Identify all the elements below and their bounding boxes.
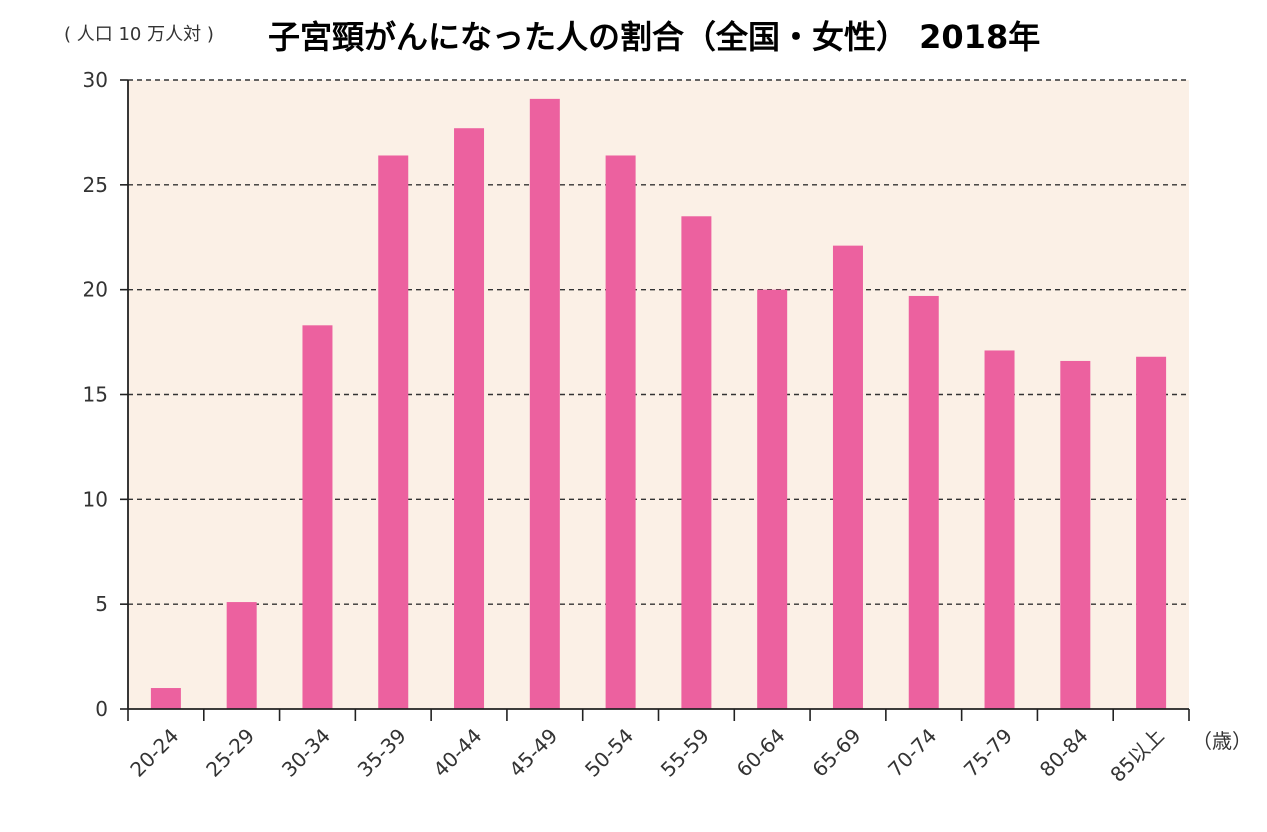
x-tick-label: 55-59 — [656, 724, 714, 782]
x-tick-label: 65-69 — [807, 724, 865, 782]
x-tick-label: 45-49 — [504, 724, 562, 782]
x-tick-label: 70-74 — [883, 724, 941, 782]
bar-65-69 — [832, 245, 863, 710]
bar-75-79 — [984, 350, 1015, 709]
x-tick-label: 20-24 — [125, 724, 183, 782]
chart-title: 子宮頸がんになった人の割合（全国・女性） 2018年 — [268, 18, 1040, 56]
y-tick-label: 5 — [95, 592, 108, 616]
x-tick-label: 30-34 — [277, 724, 335, 782]
x-tick-label: 50-54 — [580, 724, 638, 782]
x-tick-label: 25-29 — [201, 724, 259, 782]
bar-20-24 — [150, 688, 181, 709]
bars — [150, 98, 1167, 710]
bar-25-29 — [226, 602, 257, 709]
y-tick-label: 15 — [83, 383, 108, 407]
x-tick-label: 60-64 — [732, 724, 790, 782]
y-tick-label: 0 — [95, 697, 108, 721]
x-tick-label: 75-79 — [959, 724, 1017, 782]
x-tick-label: 85以上 — [1105, 724, 1168, 787]
x-tick-labels: 20-24 25-29 30-34 35-39 40-44 45-49 50-54 55-59… — [125, 724, 1168, 787]
y-tick-label: 20 — [83, 278, 108, 302]
bar-80-84 — [1060, 360, 1091, 709]
bar-85以上 — [1136, 356, 1167, 709]
axes — [127, 80, 1190, 721]
unit-label: ( 人口 10 万人対 ) — [64, 24, 214, 45]
y-tick-label: 25 — [83, 173, 108, 197]
y-tick-labels: 0 5 10 15 20 25 30 — [83, 68, 108, 721]
x-axis-unit-label: （歳） — [1192, 729, 1252, 753]
x-tick-label: 80-84 — [1035, 724, 1093, 782]
bar-50-54 — [605, 155, 636, 710]
bar-70-74 — [908, 295, 939, 709]
y-tick-label: 30 — [83, 68, 108, 92]
bar-45-49 — [529, 98, 560, 710]
bar-55-59 — [681, 216, 712, 710]
bar-40-44 — [454, 128, 485, 709]
y-tick-label: 10 — [83, 487, 108, 511]
bar-30-34 — [302, 325, 333, 709]
x-tick-label: 40-44 — [429, 724, 487, 782]
x-tick-label: 35-39 — [353, 724, 411, 782]
bar-60-64 — [757, 289, 788, 709]
bar-35-39 — [378, 155, 409, 710]
